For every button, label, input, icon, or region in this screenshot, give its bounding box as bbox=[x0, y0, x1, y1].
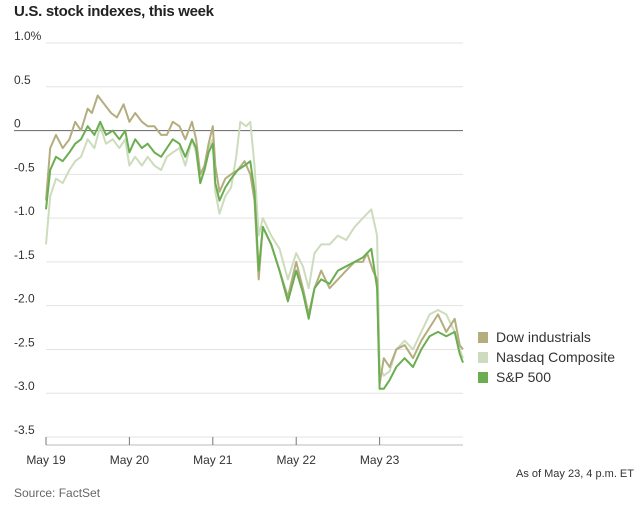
legend-item-dow[interactable]: Dow industrials bbox=[478, 327, 615, 347]
legend-label-nasdaq: Nasdaq Composite bbox=[496, 349, 616, 365]
legend-swatch-dow bbox=[478, 331, 488, 343]
legend: Dow industrials Nasdaq Composite S&P 500 bbox=[478, 327, 615, 387]
legend-item-sp500[interactable]: S&P 500 bbox=[478, 367, 615, 387]
x-tick-label: May 19 bbox=[26, 453, 66, 467]
y-tick-label: -3.0 bbox=[14, 379, 35, 393]
legend-label-dow: Dow industrials bbox=[496, 329, 591, 345]
y-tick-label: 0 bbox=[14, 117, 21, 131]
tick-labels: 1.0% 0.5 0 -0.5 -1.0 -1.5 -2.0 -2.5 -3.0 -3.5 May … bbox=[14, 29, 400, 467]
y-tick-label: -2.5 bbox=[14, 335, 35, 349]
x-tick-label: May 22 bbox=[277, 453, 317, 467]
axes bbox=[45, 437, 463, 446]
source-note: Source: FactSet bbox=[14, 486, 101, 500]
legend-item-nasdaq[interactable]: Nasdaq Composite bbox=[478, 347, 615, 367]
y-tick-label: 1.0% bbox=[14, 29, 42, 43]
series-line-dow-industrials bbox=[45, 94, 464, 386]
chart-title: U.S. stock indexes, this week bbox=[14, 3, 214, 20]
series-line-nasdaq-composite bbox=[45, 120, 464, 377]
gridlines bbox=[46, 42, 463, 438]
series-line-s-p-500 bbox=[45, 120, 464, 390]
legend-swatch-sp500 bbox=[478, 371, 488, 383]
x-tick-label: May 20 bbox=[110, 453, 150, 467]
x-tick-label: May 23 bbox=[360, 453, 400, 467]
series-lines bbox=[45, 94, 464, 390]
y-tick-label: -1.0 bbox=[14, 204, 35, 218]
legend-swatch-nasdaq bbox=[478, 351, 488, 363]
y-tick-label: -0.5 bbox=[14, 160, 35, 174]
timestamp-note: As of May 23, 4 p.m. ET bbox=[516, 468, 634, 480]
y-tick-label: 0.5 bbox=[14, 73, 31, 87]
y-tick-label: -2.0 bbox=[14, 292, 35, 306]
y-tick-label: -3.5 bbox=[14, 423, 35, 437]
legend-label-sp500: S&P 500 bbox=[496, 369, 552, 385]
y-tick-label: -1.5 bbox=[14, 248, 35, 262]
x-tick-label: May 21 bbox=[193, 453, 233, 467]
